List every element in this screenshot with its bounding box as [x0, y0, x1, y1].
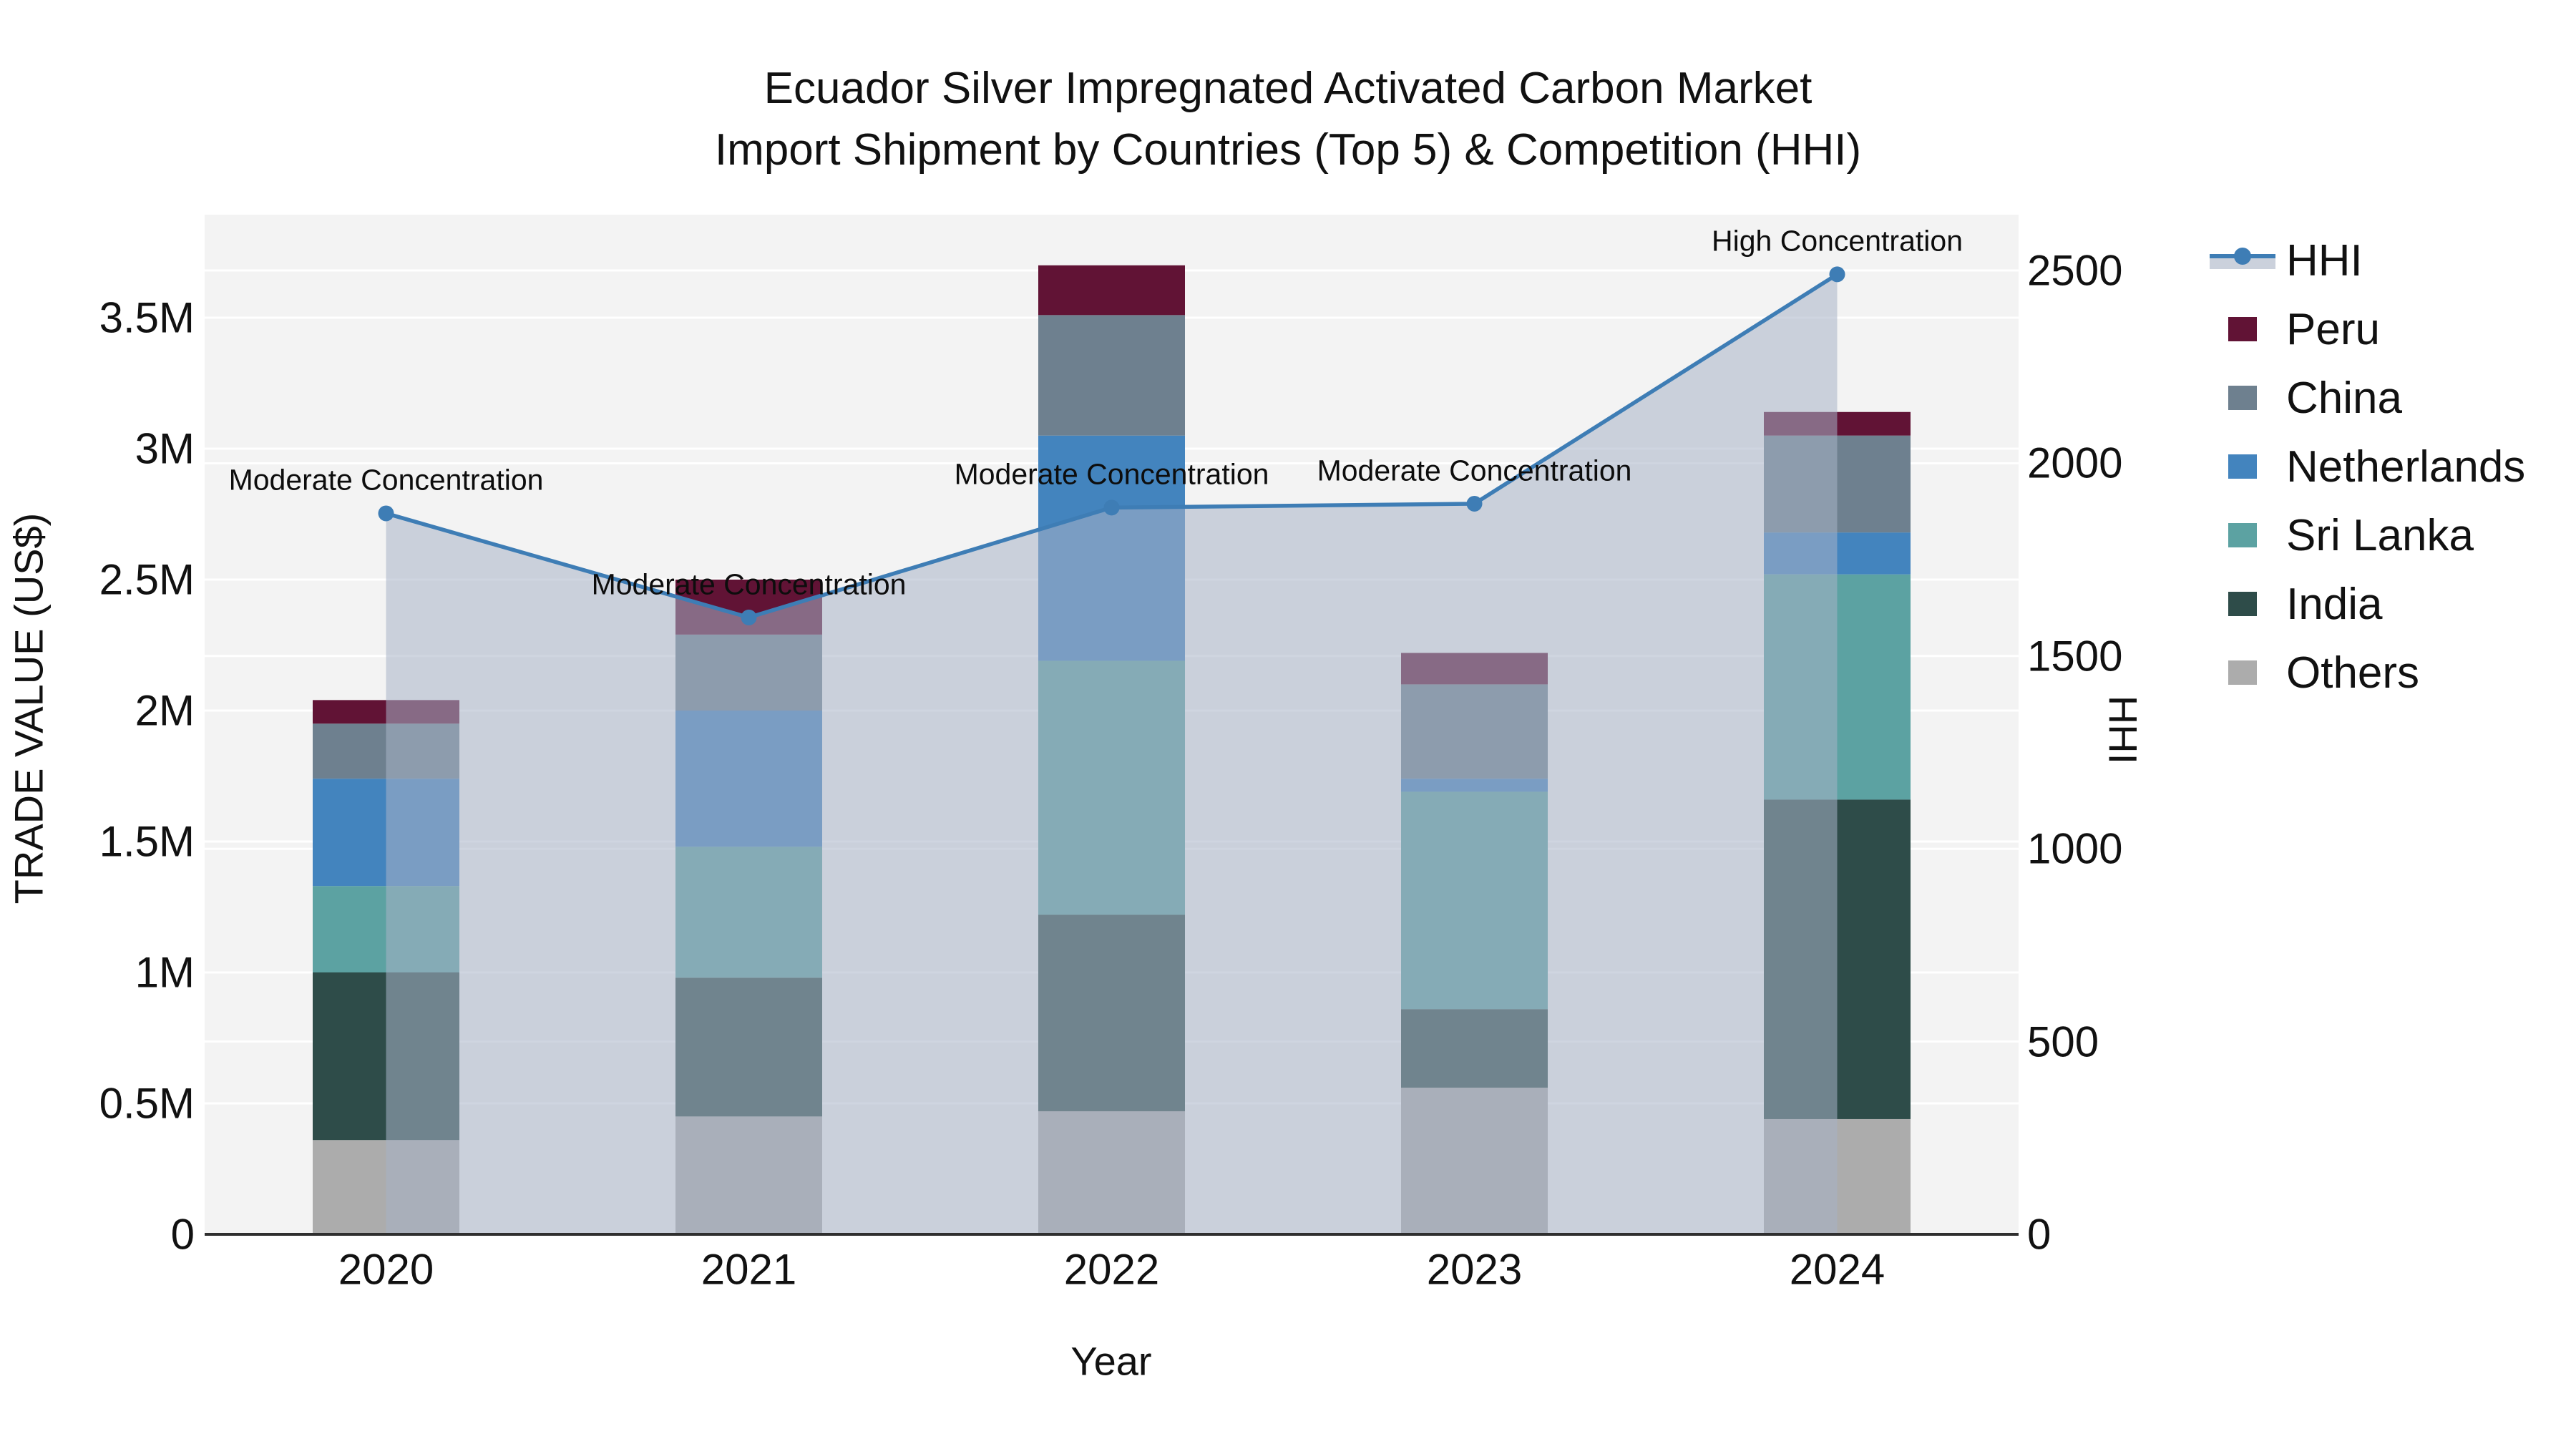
y-left-tick-3.5M: 3.5M [99, 293, 195, 342]
x-tick-2022: 2022 [1063, 1245, 1160, 1294]
y-right-tick-1500: 1500 [2027, 632, 2123, 680]
annotation-2021: Moderate Concentration [591, 567, 907, 601]
y-right-tick-1000: 1000 [2027, 824, 2123, 873]
x-tick-2020: 2020 [338, 1245, 434, 1294]
chart-title-line1: Ecuador Silver Impregnated Activated Car… [763, 64, 1813, 113]
y-left-tick-1M: 1M [135, 948, 195, 997]
y-left-tick-0: 0 [170, 1210, 195, 1259]
y-left-tick-2M: 2M [135, 686, 195, 735]
y-right-tick-2000: 2000 [2027, 439, 2123, 487]
legend-label: Netherlands [2286, 441, 2526, 492]
legend-color-swatch-icon [2210, 658, 2286, 687]
legend-item-sri-lanka[interactable]: Sri Lanka [2210, 501, 2567, 570]
legend-color-swatch-icon [2210, 452, 2286, 481]
hhi-marker-swatch [2234, 248, 2251, 265]
x-tick-2021: 2021 [701, 1245, 797, 1294]
y-left-tick-0.5M: 0.5M [99, 1079, 195, 1128]
bar-segment-china-2022[interactable] [1038, 315, 1185, 436]
legend: HHI Peru China Netherlands Sri Lanka India Oth… [2210, 226, 2567, 707]
color-swatch [2228, 454, 2257, 479]
chart-title: Ecuador Silver Impregnated Activated Car… [0, 58, 2576, 181]
x-tick-2024: 2024 [1789, 1245, 1885, 1294]
legend-color-swatch-icon [2210, 521, 2286, 550]
y-left-tick-3M: 3M [135, 424, 195, 473]
bar-segment-peru-2022[interactable] [1038, 265, 1185, 316]
legend-item-hhi[interactable]: HHI [2210, 226, 2567, 295]
color-swatch [2228, 592, 2257, 616]
color-swatch [2228, 523, 2257, 547]
legend-label: Peru [2286, 304, 2380, 354]
y-right-tick-0: 0 [2027, 1210, 2051, 1259]
x-tick-2023: 2023 [1426, 1245, 1523, 1294]
y-left-tick-1.5M: 1.5M [99, 817, 195, 866]
legend-color-swatch-icon [2210, 384, 2286, 412]
legend-item-netherlands[interactable]: Netherlands [2210, 432, 2567, 501]
chart-title-line2: Import Shipment by Countries (Top 5) & C… [714, 125, 1862, 175]
legend-label: China [2286, 373, 2402, 423]
hhi-area-fill [386, 274, 1838, 1235]
hhi-marker-2024[interactable] [1829, 266, 1845, 283]
hhi-marker-2020[interactable] [378, 505, 394, 522]
legend-label: HHI [2286, 235, 2363, 286]
legend-hhi-line-icon [2210, 246, 2286, 275]
legend-color-swatch-icon [2210, 590, 2286, 618]
legend-label: India [2286, 579, 2383, 629]
annotation-2024: High Concentration [1712, 224, 1963, 258]
color-swatch [2228, 317, 2257, 341]
legend-item-others[interactable]: Others [2210, 638, 2567, 707]
color-swatch [2228, 386, 2257, 410]
y-axis-title-right: HHI [2100, 695, 2146, 765]
annotation-2020: Moderate Concentration [228, 463, 544, 497]
annotation-2023: Moderate Concentration [1317, 454, 1632, 487]
legend-item-india[interactable]: India [2210, 570, 2567, 638]
hhi-marker-2023[interactable] [1466, 495, 1483, 512]
legend-label: Sri Lanka [2286, 510, 2474, 560]
y-axis-title-left: TRADE VALUE (US$) [6, 512, 52, 904]
legend-item-peru[interactable]: Peru [2210, 295, 2567, 364]
hhi-marker-2021[interactable] [741, 609, 757, 625]
hhi-marker-2022[interactable] [1103, 499, 1120, 516]
color-swatch [2228, 660, 2257, 685]
y-right-tick-500: 500 [2027, 1018, 2099, 1066]
annotation-2022: Moderate Concentration [954, 457, 1269, 491]
legend-item-china[interactable]: China [2210, 364, 2567, 432]
y-right-tick-2500: 2500 [2027, 246, 2123, 295]
legend-label: Others [2286, 648, 2420, 698]
legend-color-swatch-icon [2210, 315, 2286, 343]
y-left-tick-2.5M: 2.5M [99, 555, 195, 604]
x-axis-title: Year [1070, 1338, 1152, 1384]
